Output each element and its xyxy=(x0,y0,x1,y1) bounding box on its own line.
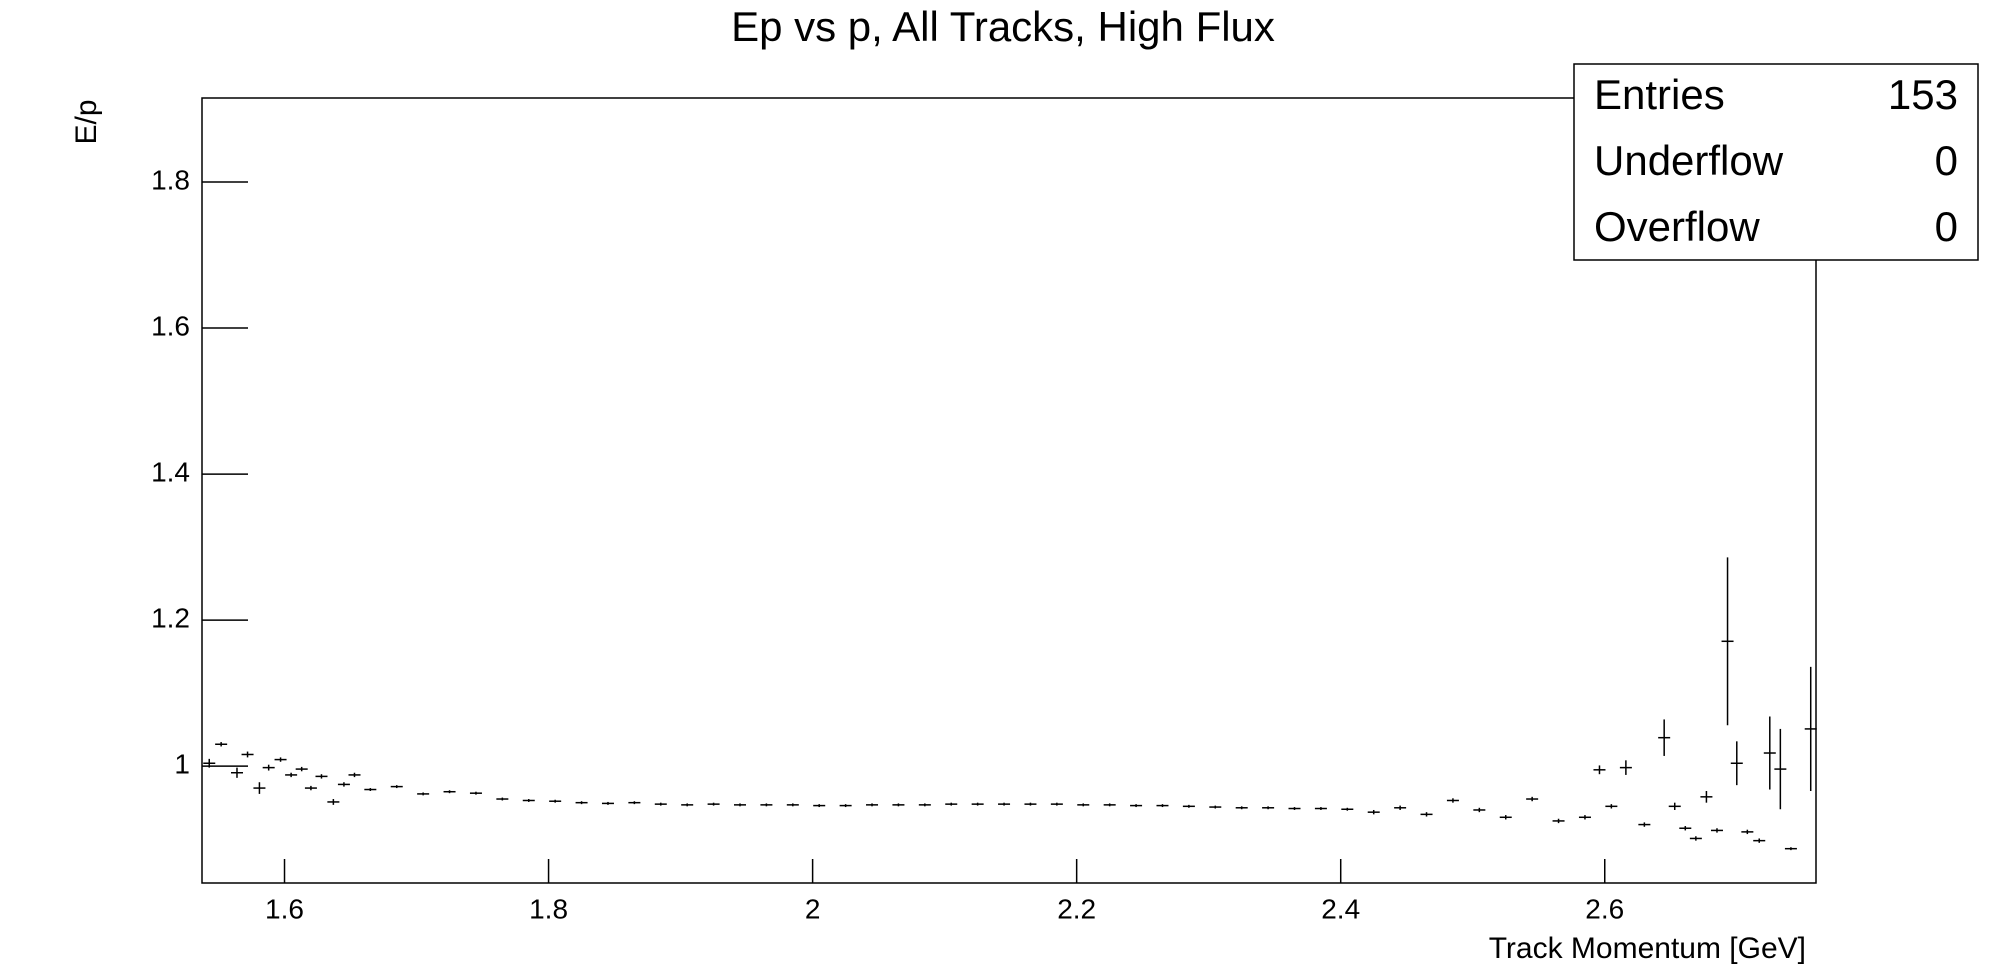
stat-label: Underflow xyxy=(1594,137,1784,184)
x-tick-label: 2.6 xyxy=(1585,893,1624,924)
stat-label: Entries xyxy=(1594,71,1725,118)
x-tick-label: 1.6 xyxy=(265,893,304,924)
stat-value: 0 xyxy=(1935,137,1958,184)
y-axis-label: E/p xyxy=(70,99,103,144)
plot-frame xyxy=(201,97,1817,884)
stat-value: 0 xyxy=(1935,203,1958,250)
stat-label: Overflow xyxy=(1594,203,1760,250)
x-tick-label: 1.8 xyxy=(529,893,568,924)
stat-value: 153 xyxy=(1888,71,1958,118)
stats-frame xyxy=(1573,63,1979,261)
chart-title: Ep vs p, All Tracks, High Flux xyxy=(731,3,1275,50)
x-tick-label: 2.4 xyxy=(1321,893,1360,924)
y-tick-label: 1.6 xyxy=(151,310,190,341)
stats-box: Entries 153 Underflow 0 Overflow 0 xyxy=(1573,63,1979,261)
y-tick-label: 1 xyxy=(174,749,190,780)
x-tick-label: 2.2 xyxy=(1057,893,1096,924)
y-tick-label: 1.4 xyxy=(151,456,190,487)
x-axis-label: Track Momentum [GeV] xyxy=(1489,932,1806,965)
y-tick-label: 1.2 xyxy=(151,603,190,634)
y-tick-label: 1.8 xyxy=(151,164,190,195)
x-tick-label: 2 xyxy=(805,893,821,924)
